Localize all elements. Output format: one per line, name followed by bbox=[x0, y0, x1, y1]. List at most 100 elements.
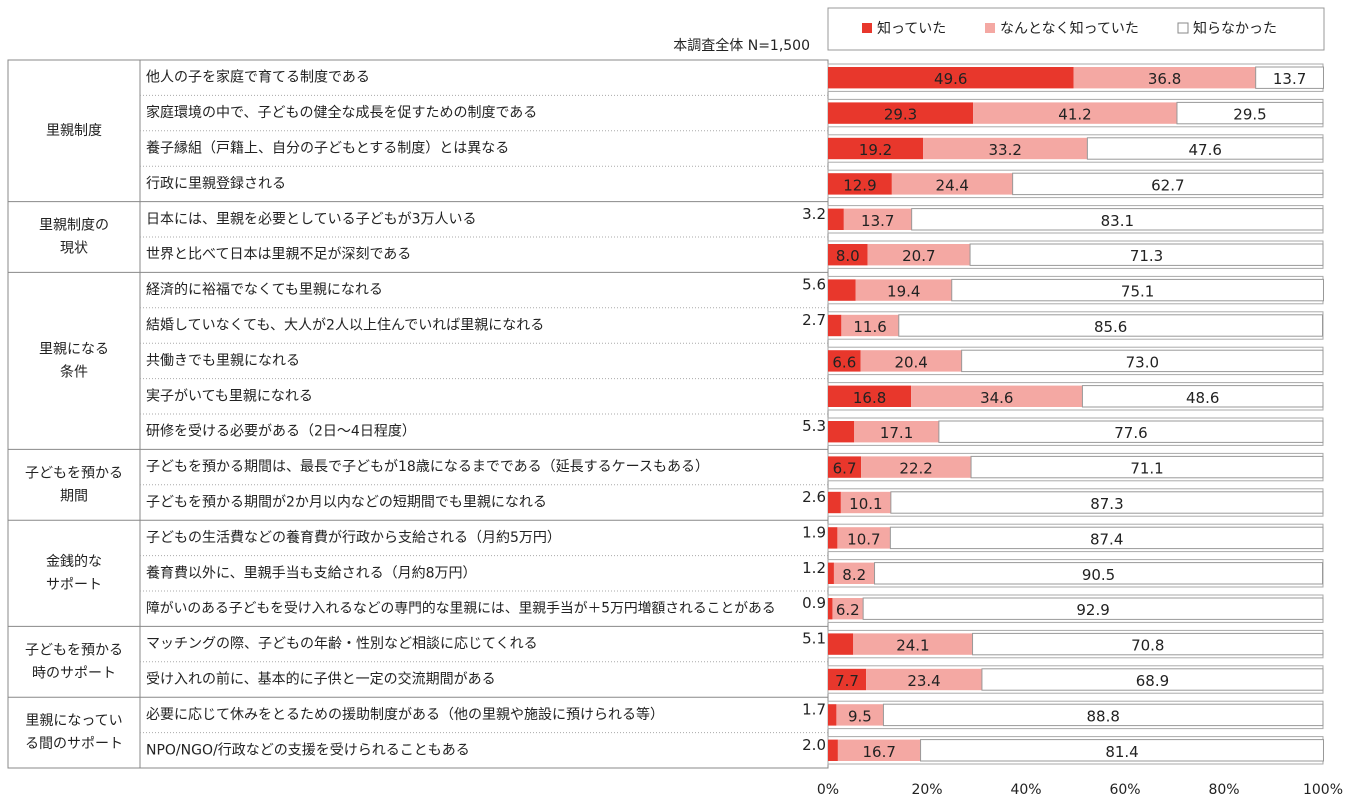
data-label: 73.0 bbox=[1126, 353, 1159, 371]
bar-segment bbox=[828, 279, 856, 301]
data-label: 47.6 bbox=[1188, 141, 1221, 159]
group-label: 子どもを預かる時のサポート bbox=[25, 642, 123, 681]
group-label: 里親になる条件 bbox=[39, 341, 109, 380]
bar-segment bbox=[972, 632, 1324, 656]
legend-swatch bbox=[862, 23, 872, 33]
data-label: 12.9 bbox=[843, 176, 876, 194]
data-label: 5.3 bbox=[802, 417, 826, 435]
data-label: 23.4 bbox=[907, 672, 940, 690]
bar-segment bbox=[951, 278, 1324, 302]
bar-segment bbox=[1081, 385, 1324, 408]
bar-segment bbox=[828, 244, 868, 266]
data-label: 19.4 bbox=[887, 283, 920, 301]
bar-segment bbox=[891, 173, 1013, 195]
bar-segment bbox=[861, 456, 972, 478]
row-label: 世界と比べて日本は里親不足が深刻である bbox=[146, 247, 411, 263]
bar-segment bbox=[828, 421, 855, 443]
data-label: 17.1 bbox=[880, 424, 913, 442]
data-label: 36.8 bbox=[1148, 70, 1181, 88]
data-label: 22.2 bbox=[899, 460, 932, 478]
group-label: 里親制度の現状 bbox=[39, 218, 109, 257]
x-tick-label: 60% bbox=[1109, 782, 1140, 798]
data-label: 34.6 bbox=[980, 389, 1013, 407]
data-label: 3.2 bbox=[802, 205, 826, 223]
group-label-line: 期間 bbox=[60, 488, 88, 504]
bar-segment bbox=[866, 668, 982, 691]
legend-swatch bbox=[1177, 22, 1189, 34]
group-label-line: 条件 bbox=[60, 363, 88, 380]
data-label: 87.4 bbox=[1090, 530, 1123, 548]
data-label: 19.2 bbox=[859, 141, 892, 159]
bar-segment bbox=[828, 137, 924, 160]
group-label-line: 里親制度の bbox=[39, 218, 109, 234]
data-label: 88.8 bbox=[1087, 707, 1120, 725]
row-label: 共働きでも里親になれる bbox=[146, 353, 300, 369]
data-label: 7.7 bbox=[835, 672, 859, 690]
row-label: 養子縁組（戸籍上、自分の子どもとする制度）とは異なる bbox=[146, 140, 509, 157]
group-label-line: 里親になってい bbox=[25, 713, 122, 729]
group-label-line: 子どもを預かる bbox=[25, 642, 123, 658]
bar-segment bbox=[828, 350, 861, 372]
bar-segment bbox=[1176, 101, 1324, 125]
data-label: 16.8 bbox=[853, 389, 886, 407]
data-label: 8.0 bbox=[836, 247, 860, 265]
bar-segment bbox=[911, 385, 1083, 407]
group-label-line: 金銭的な bbox=[46, 554, 102, 570]
bar-segment bbox=[867, 244, 971, 266]
bar-segment bbox=[828, 598, 833, 620]
row-label: 経済的に裕福でなくても里親になれる bbox=[146, 282, 383, 298]
bar-segment bbox=[970, 455, 1324, 479]
group-label-line: サポート bbox=[46, 577, 102, 593]
bar-segment bbox=[973, 102, 1177, 124]
row-label: NPO/NGO/行政などの支援を受けられることもある bbox=[146, 742, 470, 758]
row-label: 研修を受ける必要がある（2日～4日程度） bbox=[146, 424, 416, 440]
bar-segment bbox=[828, 102, 974, 124]
bar-segment bbox=[837, 739, 921, 761]
row-label: 他人の子を家庭で育てる制度である bbox=[146, 69, 370, 86]
data-label: 16.7 bbox=[863, 743, 896, 761]
data-label: 71.1 bbox=[1130, 460, 1163, 478]
group-label-line: 子どもを預かる bbox=[25, 465, 123, 481]
data-label: 1.9 bbox=[802, 523, 826, 541]
bar-segment bbox=[837, 527, 891, 549]
chart-subtitle: 本調査全体 N=1,500 bbox=[673, 37, 810, 54]
bar-segment bbox=[923, 137, 1088, 160]
bar-segment bbox=[938, 420, 1324, 443]
x-tick-label: 0% bbox=[817, 782, 839, 798]
data-label: 2.7 bbox=[802, 311, 826, 329]
bar-segment bbox=[843, 208, 912, 230]
group-label-line: 里親制度 bbox=[46, 123, 102, 139]
row-label: 家庭環境の中で、子どもの健全な成長を促すための制度である bbox=[146, 104, 537, 121]
data-label: 20.7 bbox=[902, 247, 935, 265]
group-label-line: 時のサポート bbox=[32, 665, 116, 681]
data-label: 41.2 bbox=[1058, 106, 1091, 124]
data-label: 2.0 bbox=[802, 736, 826, 754]
bar-segment bbox=[828, 208, 844, 230]
bar-segment bbox=[828, 491, 841, 514]
row-label: 必要に応じて休みをとるための援助制度がある（他の里親や施設に預けられる等） bbox=[146, 706, 664, 723]
data-label: 70.8 bbox=[1131, 637, 1164, 655]
bar-segment bbox=[828, 173, 892, 195]
bar-segment bbox=[841, 314, 899, 337]
bar-segment bbox=[889, 526, 1324, 550]
x-tick-label: 80% bbox=[1208, 782, 1239, 798]
x-tick-label: 100% bbox=[1303, 782, 1343, 798]
bar-segment bbox=[828, 67, 1074, 89]
legend-swatch bbox=[985, 23, 995, 33]
data-label: 24.4 bbox=[936, 176, 969, 194]
data-label: 83.1 bbox=[1101, 212, 1134, 230]
bar-segment bbox=[890, 491, 1324, 514]
group-label: 金銭的なサポート bbox=[46, 554, 102, 593]
data-label: 85.6 bbox=[1094, 318, 1127, 336]
row-label: 子どもを預かる期間が2か月以内などの短期間でも里親になれる bbox=[146, 495, 547, 511]
bar-segment bbox=[862, 597, 1324, 620]
data-label: 90.5 bbox=[1082, 566, 1115, 584]
bar-segment bbox=[874, 562, 1324, 585]
data-label: 1.7 bbox=[802, 700, 826, 718]
row-label: 結婚していなくても、大人が2人以上住んでいれば里親になれる bbox=[146, 318, 544, 334]
bar-segment bbox=[1012, 172, 1324, 196]
data-label: 75.1 bbox=[1121, 283, 1154, 301]
data-label: 92.9 bbox=[1076, 601, 1109, 619]
row-label: 子どもの生活費などの養育費が行政から支給される（月約5万円） bbox=[146, 529, 561, 546]
data-label: 20.4 bbox=[894, 353, 927, 371]
